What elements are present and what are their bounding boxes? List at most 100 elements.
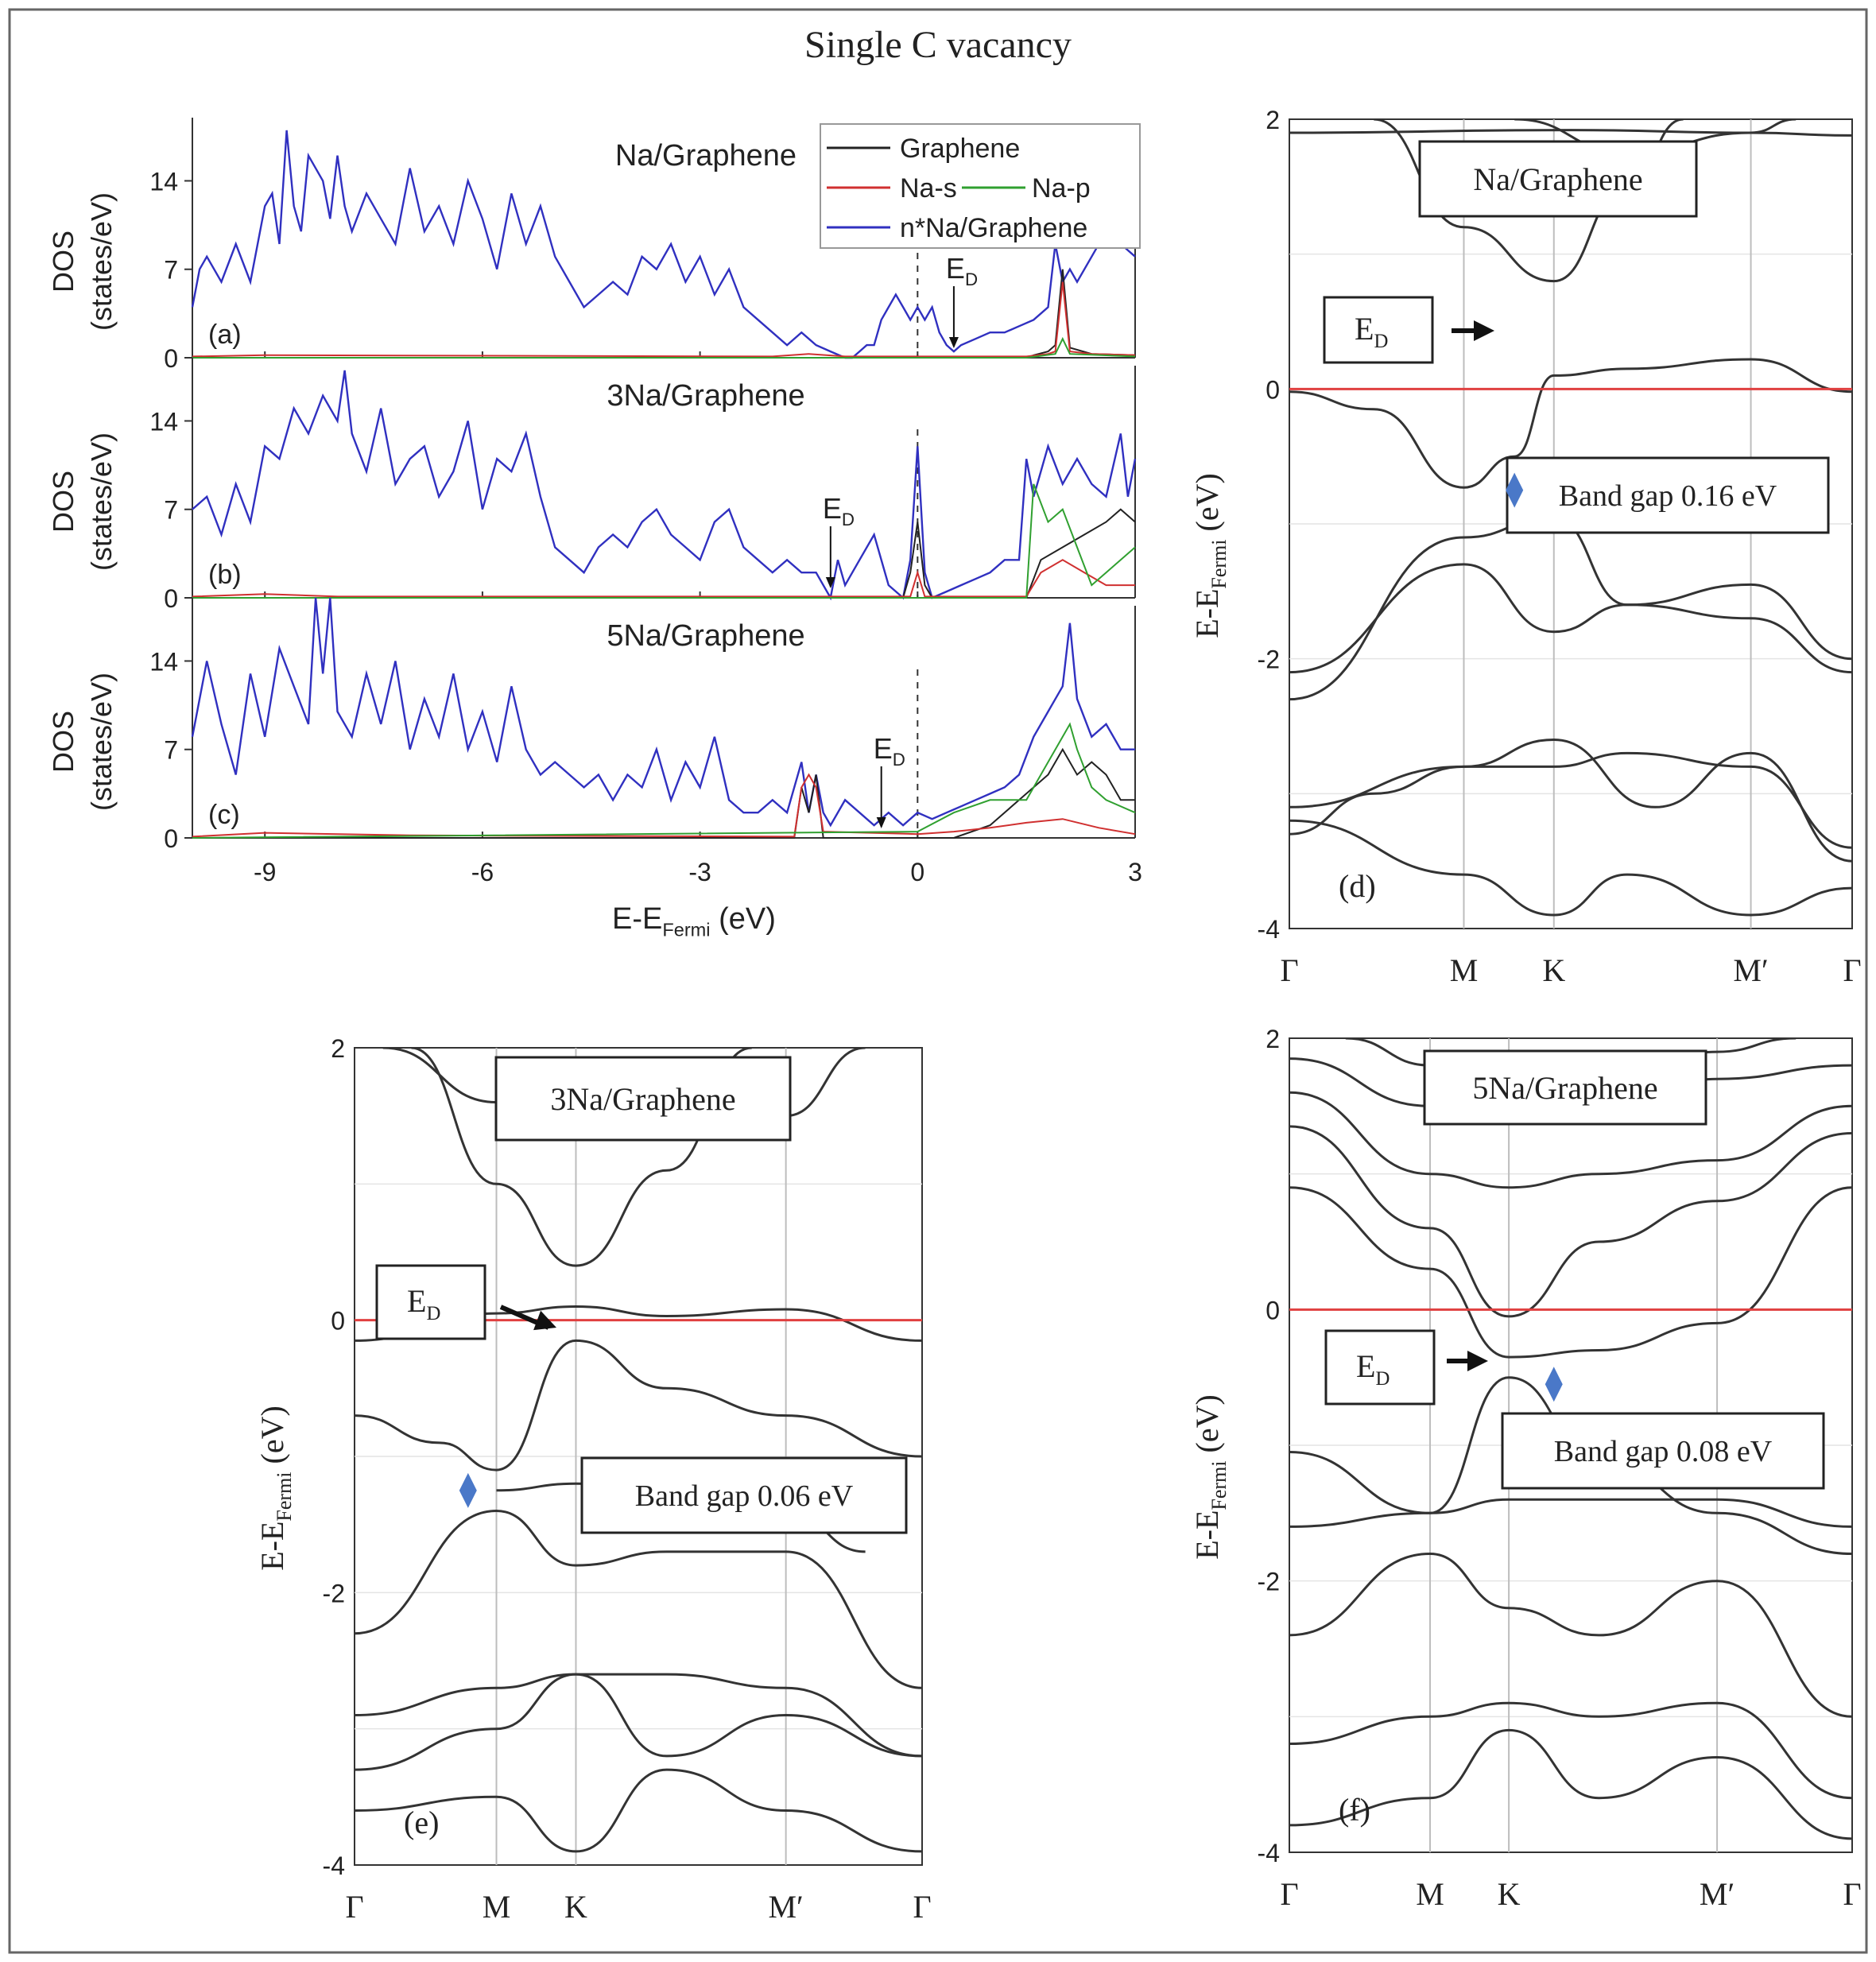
x-tick-label: -6 (471, 858, 494, 886)
system-label-box (494, 1056, 792, 1142)
legend-entry: n*Na/Graphene (900, 213, 1087, 243)
band-line (1289, 751, 1852, 849)
panel-label: (a) (208, 320, 242, 350)
dirac-label: ED (1355, 311, 1388, 352)
dos-series-na-p (192, 336, 1136, 359)
x-tick-label: -3 (688, 858, 711, 886)
dirac-arrowhead (1474, 320, 1494, 341)
band-line (355, 1673, 922, 1758)
system-label: Na/Graphene (615, 139, 797, 173)
band-line (1289, 1091, 1852, 1189)
system-label: Na/Graphene (1473, 161, 1642, 197)
x-tick-label: -9 (254, 858, 276, 886)
legend-entry: Na-s (900, 173, 957, 204)
band-line (1289, 358, 1852, 489)
kpoint-label: Γ (1843, 952, 1861, 988)
y-tick-label: -2 (1258, 1568, 1280, 1596)
y-tick-label: 0 (1266, 375, 1280, 404)
band-line (1289, 1125, 1852, 1318)
band-line (1289, 1728, 1852, 1840)
y-axis-label-unit: (states/eV) (85, 432, 118, 571)
band-gap-marker (459, 1472, 477, 1508)
y-tick-label: 0 (164, 824, 178, 853)
band-gap-marker (1506, 472, 1524, 508)
dos-series-graphene (192, 747, 1135, 839)
y-tick-label: -4 (1258, 915, 1280, 944)
figure-title: Single C vacancy (804, 24, 1072, 66)
kpoint-label: M (483, 1889, 511, 1925)
dos-legend: Graphene Na-s n*Na/Graphene Na-p (820, 123, 1141, 249)
dos-series-na-p (192, 483, 1136, 599)
y-tick-label: 14 (149, 407, 178, 436)
dirac-arrowhead (876, 817, 886, 828)
band-line (355, 1673, 922, 1771)
y-tick-label: 14 (149, 647, 178, 676)
y-tick-label: 7 (164, 256, 178, 285)
dirac-label-box (1323, 296, 1434, 364)
y-tick-label: -4 (1258, 1839, 1280, 1867)
system-label-box (1418, 140, 1698, 218)
dos-x-axis-labels: -9 -6 -3 0 3 E-EFermi (eV) (254, 858, 1142, 940)
gap-label-box (1501, 1412, 1825, 1490)
y-tick-label: 0 (331, 1307, 345, 1336)
dos-panel-b: 0 7 14 DOS (states/eV) (b) 3Na/Graphene ED (47, 358, 1137, 613)
system-label-box (1423, 1049, 1707, 1126)
legend-entry: Na-p (1032, 173, 1091, 204)
y-axis-label-unit: (states/eV) (85, 673, 118, 811)
y-tick-label: -2 (1258, 646, 1280, 674)
y-axis-label: DOS (47, 711, 79, 773)
kpoint-label: Γ (345, 1889, 363, 1925)
y-axis-label-unit: (states/eV) (85, 192, 118, 331)
band-line (1289, 563, 1852, 674)
dirac-label: ED (874, 732, 905, 770)
panel-label: (e) (404, 1805, 439, 1840)
kpoint-label: Γ (1280, 1876, 1298, 1912)
gap-label: Band gap 0.08 eV (1554, 1435, 1773, 1468)
band-line (1289, 1701, 1852, 1800)
dirac-label-box (1324, 1329, 1436, 1406)
band-line (1289, 819, 1852, 917)
kpoint-label: Γ (1280, 952, 1298, 988)
dirac-arrowhead (1467, 1351, 1488, 1371)
legend-entry: Graphene (900, 134, 1020, 164)
band-line (355, 1509, 922, 1689)
kpoint-label: K (1542, 952, 1565, 988)
band-panel-e: -4 -2 0 2 E-EFermi (eV) Γ M K M′ Γ (e) 3Na/Graphene… (254, 1034, 932, 1925)
kpoint-label: M (1416, 1876, 1444, 1912)
y-tick-label: 2 (1266, 1025, 1280, 1053)
dos-series-na-s (192, 281, 1136, 358)
system-label: 5Na/Graphene (607, 619, 804, 653)
y-tick-label: 0 (164, 344, 178, 373)
band-line (1289, 515, 1852, 701)
band-gap-marker (1545, 1367, 1563, 1402)
x-tick-label: 0 (910, 858, 924, 886)
dos-panel-c: 0 7 14 DOS (states/eV) (c) 5Na/Graphene ED (47, 597, 1136, 853)
kpoint-label: M′ (1733, 952, 1768, 988)
kpoint-label: M′ (768, 1889, 803, 1925)
y-axis-label: DOS (47, 471, 79, 533)
system-label: 3Na/Graphene (607, 379, 804, 413)
y-axis-label: DOS (47, 231, 79, 293)
y-axis-label: E-EFermi (eV) (1189, 473, 1231, 638)
y-axis-label: E-EFermi (eV) (254, 1406, 296, 1571)
band-panel-f: -4 -2 0 2 E-EFermi (eV) Γ M K M′ Γ (f) 5Na/Graphene… (1189, 1025, 1862, 1912)
kpoint-label: Γ (1843, 1876, 1861, 1912)
dos-series-n-na-graphene (192, 370, 1137, 601)
band-line (1289, 738, 1852, 863)
gap-label: Band gap 0.16 eV (1559, 479, 1777, 513)
y-tick-label: 0 (1266, 1296, 1280, 1324)
y-tick-label: 2 (331, 1034, 345, 1063)
kpoint-label: M (1450, 952, 1479, 988)
dos-panel-a: 0 7 14 DOS (states/eV) (a) Na/Graphene ED (47, 118, 1136, 373)
kpoint-label: Γ (913, 1889, 931, 1925)
gap-label-box (580, 1456, 908, 1534)
dirac-arrowhead (533, 1310, 556, 1331)
panel-label: (c) (208, 800, 240, 830)
y-tick-label: 7 (164, 496, 178, 525)
dirac-label: ED (823, 492, 855, 529)
system-label: 3Na/Graphene (550, 1081, 735, 1117)
dos-series-n-na-graphene (191, 130, 1136, 359)
band-line (1289, 1552, 1852, 1718)
